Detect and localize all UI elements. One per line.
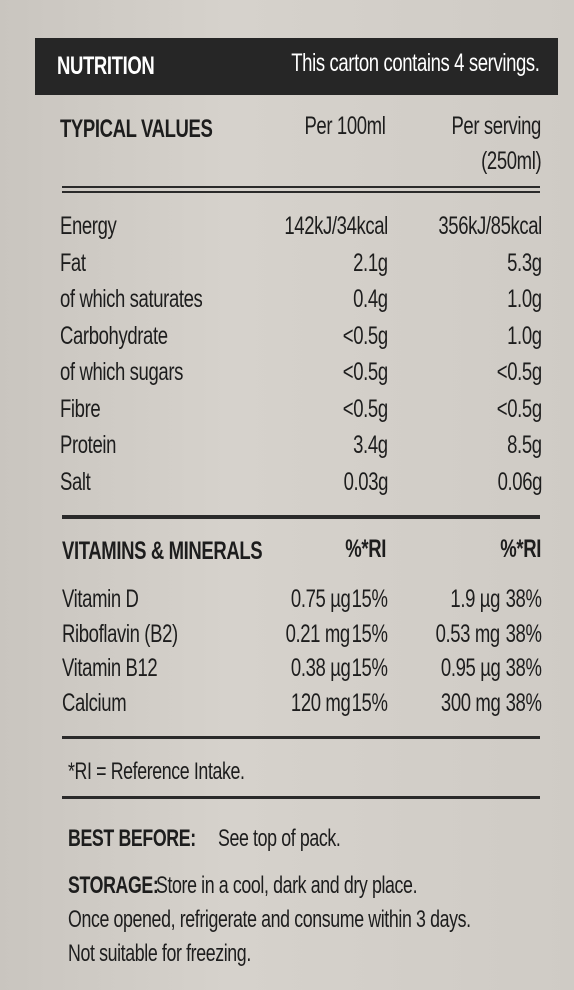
nutrient-value: 1.0g — [507, 285, 542, 313]
vitamin-amount: 120 mg — [290, 688, 351, 717]
nutrient-value: 142kJ/34kcal — [284, 212, 388, 240]
vitamin-name: Riboflavin (B2) — [62, 619, 178, 648]
vitamin-ri: 38% — [506, 654, 542, 682]
vitamin-name: Vitamin D — [62, 585, 139, 613]
vitamin-amount: 0.21 mg — [285, 619, 351, 648]
vitamin-amount: 0.95 µg — [440, 654, 500, 682]
vitamin-amount: 300 mg — [440, 688, 501, 717]
nutrient-name: Fat — [60, 248, 86, 277]
vitamin-ri: 15% — [352, 688, 388, 717]
nutrient-value: 3.4g — [353, 431, 388, 459]
header-note: This carton contains 4 servings. — [291, 49, 541, 77]
rule — [62, 186, 540, 188]
nutrient-name: of which saturates — [60, 285, 203, 313]
storage-label: STORAGE: — [68, 872, 159, 899]
nutrient-value: 0.06g — [497, 467, 543, 496]
nutrient-value: <0.5g — [497, 358, 542, 386]
nutrient-name: Fibre — [60, 394, 101, 423]
storage-text: Store in a cool, dark and dry place. — [156, 872, 418, 899]
nutrient-value: 356kJ/85kcal — [438, 212, 542, 240]
footnote: *RI = Reference Intake. — [68, 758, 245, 785]
nutrient-value: 5.3g — [507, 248, 542, 277]
column-label: TYPICAL VALUES — [60, 115, 213, 143]
vitamin-amount: 0.75 µg — [290, 585, 350, 613]
best-before-text: See top of pack. — [218, 825, 341, 852]
section-label: VITAMINS & MINERALS — [62, 537, 263, 565]
vitamin-ri: 38% — [506, 619, 542, 648]
column-head: Per serving — [451, 112, 541, 140]
column-head: Per 100ml — [304, 112, 385, 140]
rule — [62, 796, 540, 799]
nutrient-name: Salt — [60, 467, 91, 496]
best-before-label: BEST BEFORE: — [68, 825, 196, 852]
nutrient-value: 2.1g — [353, 248, 388, 277]
column-head: (250ml) — [480, 147, 541, 175]
column-head: %*RI — [345, 535, 386, 563]
vitamin-ri: 38% — [506, 688, 542, 717]
nutrient-value: <0.5g — [343, 394, 388, 423]
vitamin-amount: 1.9 µg — [450, 585, 500, 613]
vitamin-ri: 38% — [506, 585, 542, 613]
vitamin-amount: 0.53 mg — [435, 619, 501, 648]
nutrient-value: <0.5g — [497, 394, 542, 423]
nutrient-value: 8.5g — [507, 431, 542, 459]
column-head: %*RI — [500, 535, 541, 563]
nutrient-name: Energy — [60, 212, 117, 240]
vitamin-ri: 15% — [352, 585, 388, 613]
header-bar — [35, 38, 558, 95]
rule — [62, 736, 540, 739]
vitamin-name: Calcium — [62, 688, 127, 717]
storage-text: Once opened, refrigerate and consume wit… — [68, 906, 471, 933]
nutrient-name: of which sugars — [60, 358, 183, 386]
nutrient-value: 1.0g — [507, 321, 542, 350]
nutrient-value: <0.5g — [343, 321, 388, 350]
nutrient-name: Protein — [60, 431, 117, 459]
rule — [62, 191, 540, 193]
header-title: NUTRITION — [57, 52, 155, 80]
vitamin-amount: 0.38 µg — [290, 654, 350, 682]
nutrient-value: <0.5g — [343, 358, 388, 386]
vitamin-ri: 15% — [352, 654, 388, 682]
vitamin-ri: 15% — [352, 619, 388, 648]
nutrient-value: 0.03g — [343, 467, 389, 496]
rule — [62, 515, 540, 519]
vitamin-name: Vitamin B12 — [62, 654, 158, 682]
nutrient-value: 0.4g — [353, 285, 388, 313]
storage-text: Not suitable for freezing. — [68, 940, 251, 967]
nutrient-name: Carbohydrate — [60, 321, 168, 350]
